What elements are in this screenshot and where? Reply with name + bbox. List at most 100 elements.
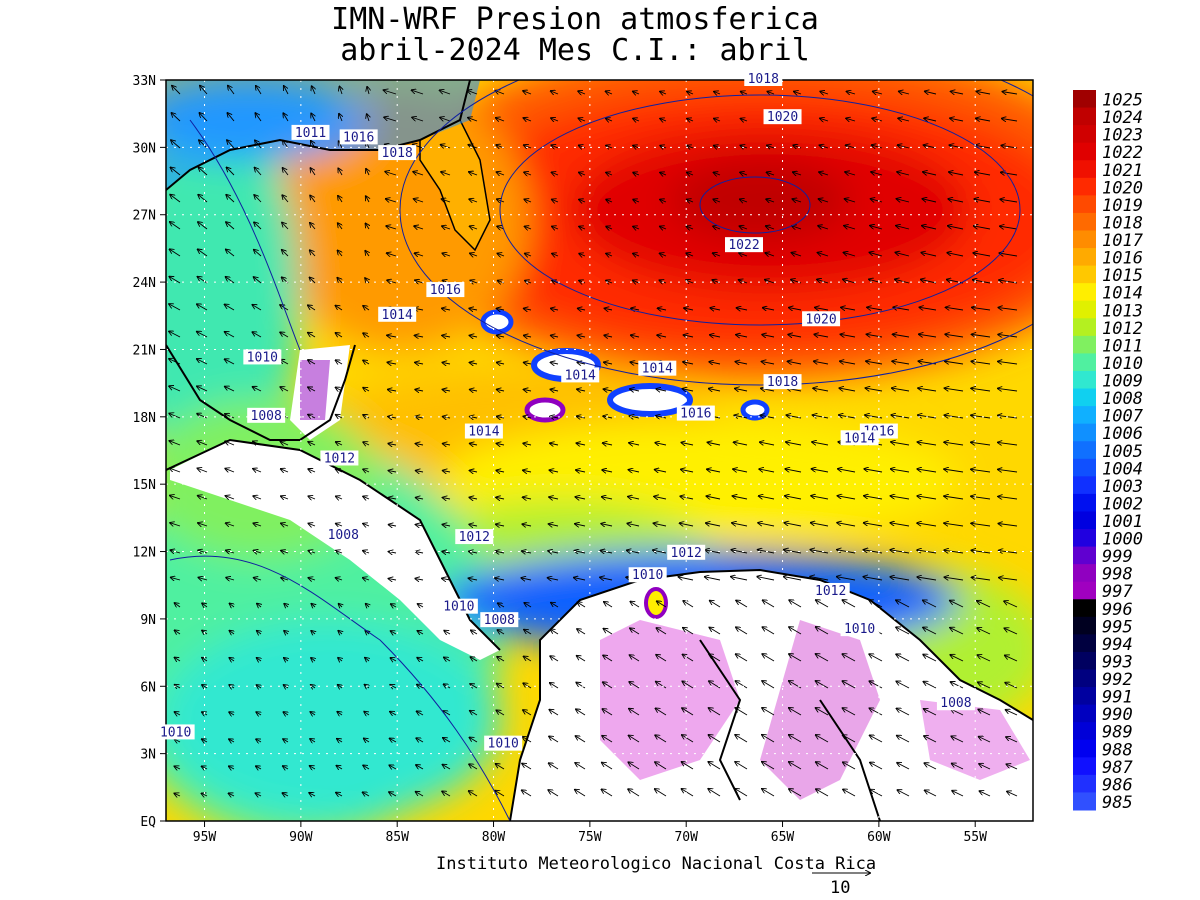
wind-arrow bbox=[254, 250, 262, 257]
wind-arrow bbox=[873, 91, 883, 94]
wind-arrow bbox=[819, 145, 829, 148]
wind-arrow bbox=[550, 389, 559, 391]
wind-arrow bbox=[629, 709, 640, 716]
wind-arrow bbox=[785, 469, 802, 472]
wind-arrow bbox=[628, 762, 640, 770]
wind-arrow bbox=[497, 630, 505, 634]
wind-arrow bbox=[283, 739, 288, 742]
wind-arrow bbox=[552, 199, 559, 202]
wind-arrow bbox=[225, 414, 235, 419]
wind-arrow bbox=[253, 496, 262, 499]
colorbar-label: 1017 bbox=[1102, 231, 1144, 251]
wind-arrow bbox=[574, 551, 586, 553]
wind-arrow bbox=[733, 469, 748, 472]
wind-arrow bbox=[576, 683, 586, 689]
wind-arrow bbox=[1000, 199, 1018, 202]
wind-arrow bbox=[414, 199, 424, 202]
colorbar-label: 990 bbox=[1102, 705, 1133, 725]
wind-arrow bbox=[308, 360, 316, 364]
colorbar-swatch bbox=[1073, 441, 1096, 460]
wind-arrow bbox=[443, 390, 451, 391]
wind-arrow bbox=[444, 631, 451, 634]
wind-arrow bbox=[630, 362, 640, 364]
lon-label: 95W bbox=[193, 830, 217, 845]
wind-arrow bbox=[604, 389, 613, 391]
wind-arrow bbox=[230, 603, 234, 607]
wind-arrow bbox=[971, 523, 991, 526]
wind-arrow bbox=[524, 389, 532, 391]
wind-arrow bbox=[864, 523, 883, 527]
wind-arrow bbox=[256, 712, 261, 715]
wind-arrow bbox=[897, 709, 910, 716]
wind-arrow bbox=[468, 118, 478, 121]
wind-arrow bbox=[944, 496, 964, 499]
wind-arrow bbox=[602, 709, 613, 716]
wind-arrow bbox=[226, 249, 235, 257]
colorbar-swatch bbox=[1073, 212, 1096, 231]
wind-arrow bbox=[387, 362, 397, 364]
wind-arrow bbox=[602, 736, 613, 743]
svg-text:1011: 1011 bbox=[295, 126, 326, 141]
svg-text:1016: 1016 bbox=[343, 130, 374, 145]
wind-arrow bbox=[339, 114, 342, 122]
wind-arrow bbox=[549, 497, 559, 499]
wind-arrow bbox=[897, 790, 910, 797]
wind-arrow bbox=[198, 222, 208, 230]
wind-arrow bbox=[846, 118, 856, 121]
wind-arrow bbox=[924, 763, 937, 770]
lat-label: 30N bbox=[133, 141, 156, 156]
colorbar-label: 986 bbox=[1102, 775, 1133, 795]
wind-arrow bbox=[947, 280, 964, 284]
wind-arrow bbox=[765, 253, 775, 256]
wind-arrow bbox=[736, 627, 748, 635]
wind-arrow bbox=[576, 736, 586, 743]
colorbar: 1025102410231022102110201019101810171016… bbox=[1073, 90, 1144, 813]
wind-arrow bbox=[175, 685, 181, 688]
colorbar-label: 993 bbox=[1102, 652, 1133, 672]
wind-arrow bbox=[470, 444, 478, 445]
colorbar-label: 1007 bbox=[1102, 407, 1144, 427]
wind-arrow bbox=[789, 681, 802, 689]
wind-arrow bbox=[814, 334, 829, 337]
wind-arrow bbox=[310, 278, 316, 284]
wind-arrow bbox=[867, 307, 883, 310]
wind-arrow bbox=[972, 307, 991, 310]
wind-arrow bbox=[838, 469, 856, 473]
wind-arrow bbox=[470, 226, 478, 229]
colorbar-label: 999 bbox=[1102, 547, 1133, 567]
wind-arrow bbox=[497, 443, 505, 445]
wind-arrow bbox=[818, 253, 829, 256]
wind-arrow bbox=[524, 145, 532, 148]
wind-arrow bbox=[308, 387, 316, 391]
wind-arrow bbox=[338, 223, 342, 230]
wind-arrow bbox=[631, 308, 640, 310]
contour-label: 1008 bbox=[324, 526, 363, 543]
wind-arrow bbox=[784, 550, 802, 554]
wind-arrow bbox=[522, 790, 532, 797]
colorbar-label: 1025 bbox=[1102, 91, 1143, 111]
wind-arrow bbox=[579, 200, 586, 202]
wind-arrow bbox=[794, 92, 802, 94]
wind-arrow bbox=[732, 523, 748, 527]
lat-label: EQ bbox=[140, 815, 156, 830]
wind-arrow bbox=[630, 389, 640, 391]
wind-arrow bbox=[897, 736, 910, 743]
wind-arrow bbox=[1007, 791, 1018, 797]
wind-arrow bbox=[336, 793, 343, 796]
wind-arrow bbox=[842, 600, 856, 608]
wind-arrow bbox=[284, 685, 288, 688]
wind-arrow bbox=[788, 361, 802, 364]
wind-arrow bbox=[656, 389, 667, 391]
wind-arrow bbox=[281, 442, 289, 445]
wind-arrow bbox=[845, 199, 856, 202]
wind-arrow bbox=[847, 91, 856, 94]
wind-arrow bbox=[197, 277, 208, 284]
wind-arrow bbox=[387, 335, 397, 337]
lat-label: 21N bbox=[133, 343, 156, 358]
wind-arrow bbox=[925, 91, 937, 94]
wind-arrow bbox=[890, 550, 910, 554]
colorbar-swatch bbox=[1073, 300, 1096, 319]
wind-arrow bbox=[687, 199, 694, 202]
wind-arrow bbox=[579, 172, 586, 175]
colorbar-swatch bbox=[1073, 230, 1096, 249]
